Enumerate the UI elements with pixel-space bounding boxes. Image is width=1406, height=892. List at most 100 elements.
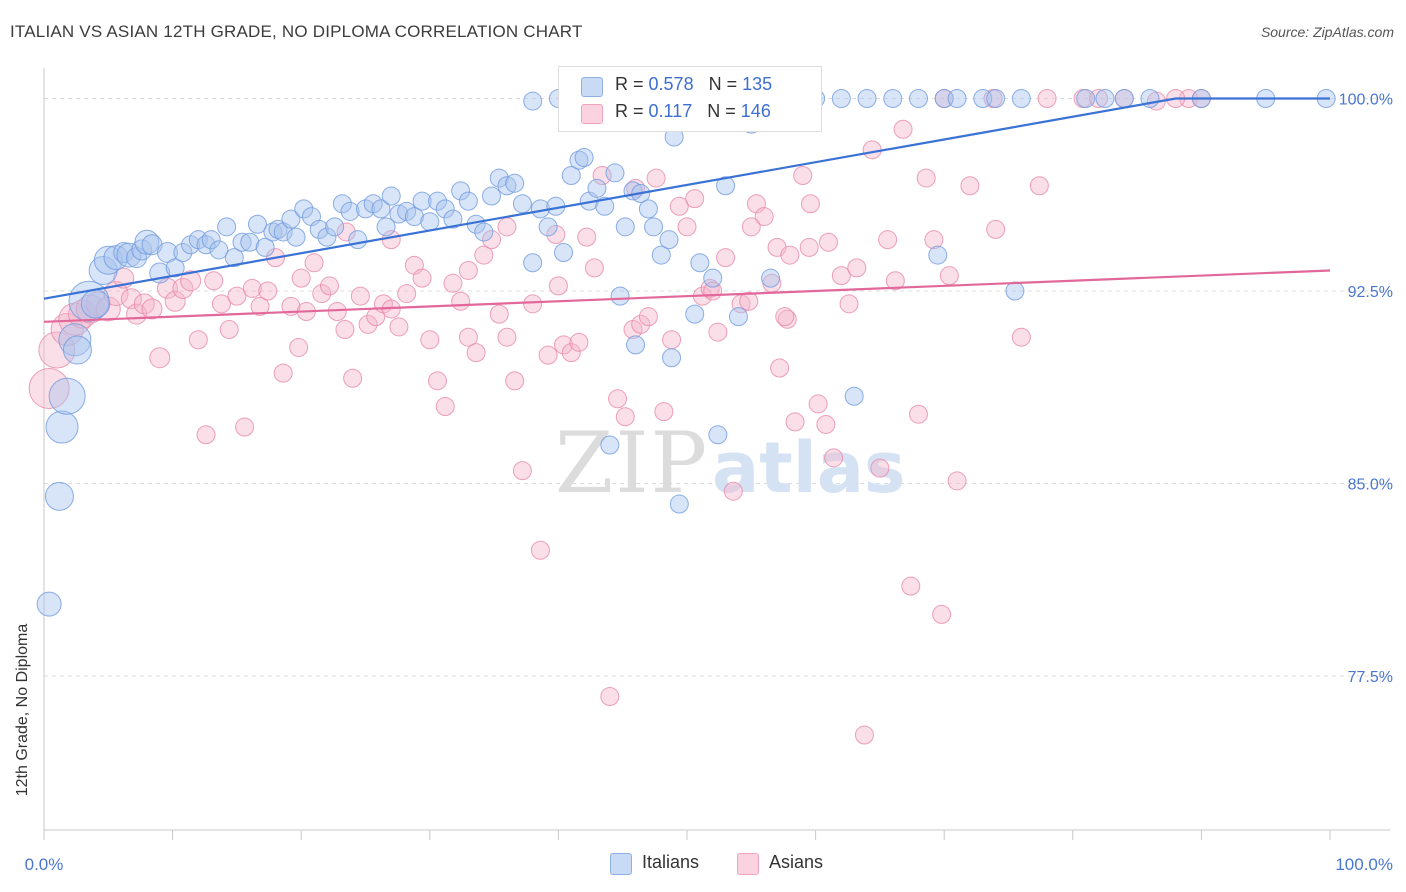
point-italians [340,201,360,221]
point-asians [482,230,502,250]
point-italians [538,217,558,237]
point-asians [319,276,339,296]
point-italians [554,243,574,262]
point-italians [690,253,710,273]
point-asians [180,270,202,292]
point-asians [227,286,247,306]
point-asians [1029,176,1049,196]
point-asians [548,276,568,296]
point-asians [847,258,867,278]
point-italians [605,163,625,183]
legend-swatch-italians [581,77,603,97]
point-asians [523,294,543,314]
point-asians [584,258,604,278]
point-asians [775,307,795,327]
tick-labels: 100.0% 92.5% 85.0% 77.5% 0.0% 100.0% [25,92,1393,875]
point-asians [770,358,790,378]
point-asians [780,245,800,265]
point-italians [309,219,329,239]
legend-n-label: N = [708,74,738,94]
point-asians [443,273,463,293]
point-italians [209,240,229,260]
point-asians [1011,327,1031,347]
point-italians [255,237,275,257]
point-italians [412,191,432,211]
point-italians [626,335,646,355]
trend-line-asians [43,269,1331,323]
point-italians [294,199,314,219]
point-asians [816,414,836,434]
point-asians [893,119,913,139]
point-asians [1037,89,1057,108]
point-asians [250,296,270,316]
y-tick-label: 85.0% [1348,477,1393,494]
point-asians [273,363,293,383]
point-asians [638,307,658,327]
legend-n-value: 146 [740,101,771,121]
point-asians [435,397,455,416]
point-asians [577,227,597,247]
point-italians [451,181,471,201]
point-italians [332,194,352,214]
legend-r-value: 0.117 [648,101,693,121]
legend-r-label: R = [615,101,644,121]
legend-text-asians: R = 0.117 N = 146 [615,101,771,122]
point-asians [350,286,370,306]
point-italians [348,230,368,250]
point-asians [960,176,980,196]
point-asians [739,291,759,311]
y-axis-label: 12th Grade, No Diploma [14,623,31,797]
point-italians [240,232,260,252]
point-asians [685,189,705,209]
point-italians [428,191,448,211]
point-asians [808,394,828,414]
watermark-atlas: atlas [712,427,906,509]
point-italians [595,196,615,216]
point-italians [247,214,267,234]
point-asians [569,332,589,352]
point-italians [569,150,589,170]
point-asians [824,448,844,468]
point-asians [188,330,208,350]
point-italians [523,253,543,273]
point-asians [505,371,525,391]
bottom-legend-label-asians: Asians [769,852,824,872]
point-italians [947,89,967,108]
point-italians [574,148,594,168]
point-asians [818,232,838,252]
point-asians [862,140,882,160]
point-italians [116,242,142,268]
point-italians [80,289,110,319]
point-asians [474,245,494,265]
point-asians [831,266,851,286]
point-asians [164,290,186,312]
bottom-legend-swatch-italians [610,853,632,875]
point-italians [1095,89,1115,108]
point-asians [458,260,478,280]
point-asians [291,268,311,288]
legend-n-label: N = [707,101,736,121]
point-asians [885,271,905,291]
point-italians [435,199,455,219]
legend-r-value: 0.578 [648,74,694,94]
chart-title: ITALIAN VS ASIAN 12TH GRADE, NO DIPLOMA … [10,22,583,41]
point-italians [708,425,728,445]
point-asians [662,330,682,350]
point-asians [530,540,550,560]
point-italians [857,89,877,108]
point-asians [289,337,309,357]
point-italians [317,227,337,247]
point-italians [610,286,630,306]
point-italians [381,186,401,206]
point-asians [466,343,486,363]
point-italians [36,591,62,617]
point-asians [141,298,163,320]
point-asians [916,168,936,188]
point-asians [878,230,898,250]
point-italians [196,235,216,255]
point-italians [420,212,440,232]
point-italians [600,435,620,455]
point-asians [397,284,417,304]
legend-swatch-asians [581,104,603,124]
